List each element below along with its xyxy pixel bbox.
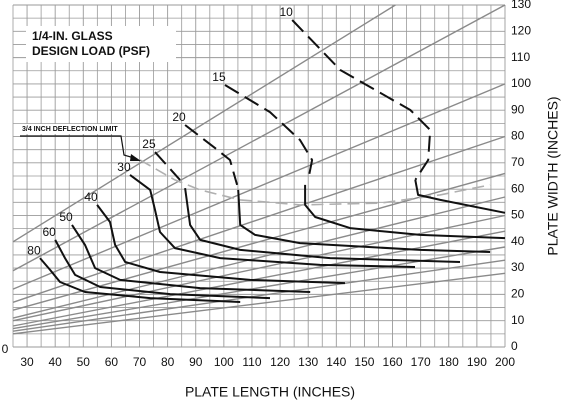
annotation-arrow <box>130 154 141 161</box>
x-tick-label: 170 <box>411 355 431 369</box>
ratio-line <box>12 246 506 330</box>
y-tick-label: 60 <box>511 181 525 195</box>
y-axis-title: PLATE WIDTH (INCHES) <box>545 96 561 255</box>
x-tick-label: 110 <box>242 355 261 369</box>
ratio-line <box>12 83 506 290</box>
ratio-line <box>12 4 506 272</box>
curve-label: 20 <box>172 110 186 124</box>
curve-label: 60 <box>42 225 56 239</box>
y-tick-label: 40 <box>511 234 525 248</box>
chart-title: 1/4-IN. GLASS <box>32 29 113 43</box>
curve-label: 30 <box>117 160 131 174</box>
reference-lines <box>12 4 506 335</box>
y-tick-label: 110 <box>511 50 530 64</box>
y-tick-label: 20 <box>511 287 525 301</box>
ratio-line <box>12 259 506 332</box>
y-tick-label: 80 <box>511 129 525 143</box>
x-tick-label: 190 <box>467 355 487 369</box>
ratio-line <box>12 214 506 322</box>
load-curve <box>184 187 461 263</box>
curve-label: 80 <box>27 243 41 257</box>
load-curve <box>129 174 416 268</box>
ratio-line <box>12 272 506 335</box>
annotation-box <box>20 124 124 134</box>
x-tick-label: 150 <box>354 355 374 369</box>
load-curve <box>54 239 271 300</box>
x-tick-label: 120 <box>270 355 290 369</box>
load-curves <box>39 19 506 303</box>
curve-label: 40 <box>84 190 98 204</box>
deflection-label: 3/4 INCH DEFLECTION LIMIT <box>22 126 118 133</box>
curve-label: 25 <box>142 137 156 151</box>
deflection-limit-line <box>139 159 491 206</box>
load-curve <box>224 84 314 181</box>
x-tick-label: 160 <box>383 355 403 369</box>
y-tick-label: 100 <box>511 76 531 90</box>
x-tick-label: 60 <box>105 355 119 369</box>
x-tick-label: 40 <box>48 355 62 369</box>
load-curve <box>71 224 311 293</box>
x-tick-label: 70 <box>133 355 147 369</box>
load-curve <box>414 179 506 214</box>
curve-label: 50 <box>59 210 73 224</box>
x-tick-label: 100 <box>214 355 234 369</box>
x-tick-label: 80 <box>161 355 175 369</box>
x-tick-label: 130 <box>298 355 318 369</box>
load-curve <box>184 124 239 186</box>
load-curve <box>237 189 491 253</box>
curve-label: 10 <box>279 5 293 19</box>
load-curve <box>304 184 506 240</box>
title-box <box>26 26 176 62</box>
y-tick-label: 30 <box>511 260 525 274</box>
x-tick-label: 180 <box>439 355 459 369</box>
ratio-line <box>12 230 506 327</box>
chart-title: DESIGN LOAD (PSF) <box>32 44 150 58</box>
load-curve <box>154 151 181 181</box>
origin-label: 0 <box>2 342 9 356</box>
load-curve <box>96 204 346 285</box>
y-tick-label: 50 <box>511 208 525 222</box>
ratio-line <box>12 4 396 243</box>
ratio-line <box>12 135 506 303</box>
y-tick-label: 70 <box>511 155 525 169</box>
curve-label: 15 <box>212 70 226 84</box>
y-tick-label: 130 <box>511 0 531 11</box>
x-tick-label: 140 <box>326 355 346 369</box>
y-tick-label: 10 <box>511 313 525 327</box>
x-tick-label: 90 <box>189 355 203 369</box>
ratio-line <box>12 196 506 319</box>
y-tick-label: 0 <box>511 339 518 353</box>
load-curve <box>291 19 432 181</box>
y-tick-label: 90 <box>511 102 525 116</box>
x-tick-label: 50 <box>77 355 91 369</box>
y-tick-label: 120 <box>511 23 531 37</box>
annotation-leader <box>20 135 135 159</box>
x-tick-label: 30 <box>20 355 34 369</box>
x-axis-title: PLATE LENGTH (INCHES) <box>185 384 355 400</box>
x-tick-label: 200 <box>495 355 515 369</box>
load-curve <box>39 257 241 303</box>
